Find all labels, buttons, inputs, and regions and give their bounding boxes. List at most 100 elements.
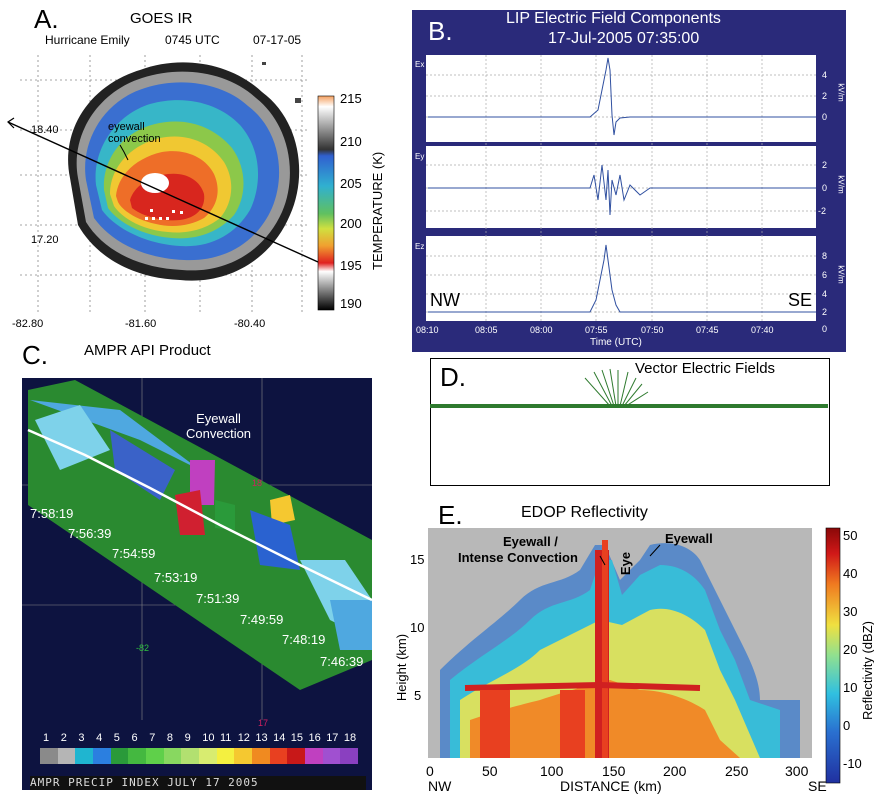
panel-b-subtitle: 17-Jul-2005 07:35:00	[548, 30, 700, 47]
time-label: 7:51:39	[196, 591, 240, 606]
xtick: 08:00	[530, 325, 553, 335]
tick: 0	[822, 183, 828, 193]
ytick: 15	[410, 552, 425, 567]
panel-a-title: GOES IR	[130, 10, 193, 27]
scale-swatch	[252, 748, 270, 764]
se-label: SE	[788, 290, 813, 310]
scale-swatch	[269, 748, 288, 764]
ampr-annotation: Eyewall Convection	[186, 411, 252, 441]
colorbar-tick: 0	[843, 718, 851, 733]
scale-swatch	[163, 748, 182, 764]
scale-value: 18	[343, 732, 357, 744]
colorbar-tick: 205	[340, 176, 362, 191]
colorbar-tick: 210	[340, 134, 362, 149]
ytick: 5	[414, 688, 422, 703]
scale-value: 15	[290, 732, 304, 744]
scale-swatch	[75, 748, 94, 764]
scale-swatch	[234, 748, 253, 764]
xtick: 300	[785, 763, 809, 779]
panel-a-letter: A.	[34, 4, 59, 34]
xtick: 150	[602, 763, 626, 779]
scale-swatch	[181, 748, 200, 764]
scale-swatch	[305, 748, 323, 764]
panel-b-title: LIP Electric Field Components	[506, 10, 721, 27]
tick: 2	[822, 91, 828, 101]
edop-colorbar-label: Reflectivity (dBZ)	[860, 621, 874, 720]
time-label: 7:58:19	[30, 506, 74, 521]
panel-e-ylabel: Height (km)	[394, 633, 410, 702]
panel-e-xlabel: DISTANCE (km)	[560, 778, 662, 794]
colorbar-tick: 40	[843, 566, 858, 581]
scale-value: 3	[78, 732, 85, 744]
colorbar-tick: 10	[843, 680, 858, 695]
colorbar-tick: 50	[843, 528, 858, 543]
colorbar-tick: 190	[340, 296, 362, 311]
scale-value: 17	[326, 732, 339, 744]
tick: 2	[822, 160, 828, 170]
scale-swatch	[128, 748, 147, 764]
scale-value: 12	[237, 732, 250, 744]
scale-value: 5	[113, 732, 120, 744]
tick: 8	[822, 251, 828, 261]
scale-swatch	[216, 748, 235, 764]
scale-value: 7	[149, 732, 156, 744]
time-label: 7:48:19	[282, 632, 326, 647]
xtick: 200	[663, 763, 687, 779]
ytick: 10	[410, 620, 425, 635]
scale-value: 6	[131, 732, 138, 744]
xtick: 07:45	[696, 325, 719, 335]
xtick: 0	[426, 763, 434, 779]
time-label: 7:54:59	[112, 546, 156, 561]
grid-label: -82	[136, 643, 150, 653]
scale-swatch	[199, 748, 217, 764]
tick: 2	[822, 307, 828, 317]
panel-a-xtick: -80.40	[234, 318, 266, 330]
colorbar-tick: -10	[843, 756, 862, 771]
panel-a-storm: Hurricane Emily	[45, 33, 130, 47]
panel-b-xlabel: Time (UTC)	[590, 337, 642, 348]
scale-value: 16	[308, 732, 321, 744]
scale-value: 10	[202, 732, 215, 744]
edop-annotation: Eyewall	[665, 531, 713, 546]
scale-value: 4	[96, 732, 103, 744]
scale-value: 1	[43, 732, 50, 744]
channel-ex: Ex	[415, 60, 425, 69]
edop-annotation: Eyewall /	[503, 534, 558, 549]
panel-e-title: EDOP Reflectivity	[521, 504, 648, 521]
xtick: 100	[540, 763, 564, 779]
panel-a-xtick: -81.60	[125, 318, 157, 330]
panel-a-ytick: 17.20	[31, 234, 59, 246]
scale-swatch	[287, 748, 306, 764]
tick: -2	[818, 206, 827, 216]
xtick: 07:40	[751, 325, 774, 335]
panel-d-letter: D.	[440, 362, 466, 392]
edop-annotation: Eye	[618, 551, 634, 576]
tick: 4	[822, 289, 828, 299]
scale-swatch	[110, 748, 129, 764]
colorbar-tick: 195	[340, 258, 362, 273]
xtick: 08:05	[475, 325, 498, 335]
xtick: 07:55	[585, 325, 608, 335]
scale-value: 2	[60, 732, 67, 744]
tick: 0	[822, 112, 828, 122]
panel-a-xtick: -82.80	[12, 318, 44, 330]
time-label: 7:53:19	[154, 570, 198, 585]
ampr-scale-bar	[40, 748, 359, 764]
panel-d-title: Vector Electric Fields	[635, 360, 776, 377]
tick: 6	[822, 270, 828, 280]
colorbar-tick: 30	[843, 604, 858, 619]
scale-swatch	[93, 748, 111, 764]
scale-value: 14	[273, 732, 286, 744]
panel-a-annotation: eyewall convection	[108, 121, 161, 145]
panel-e-letter: E.	[438, 500, 463, 530]
xtick: 250	[725, 763, 749, 779]
xtick: 07:50	[641, 325, 664, 335]
xtick: 08:10	[416, 325, 439, 335]
tick: 0	[822, 324, 828, 334]
channel-ey: Ey	[415, 152, 425, 161]
tick: 4	[822, 70, 828, 80]
